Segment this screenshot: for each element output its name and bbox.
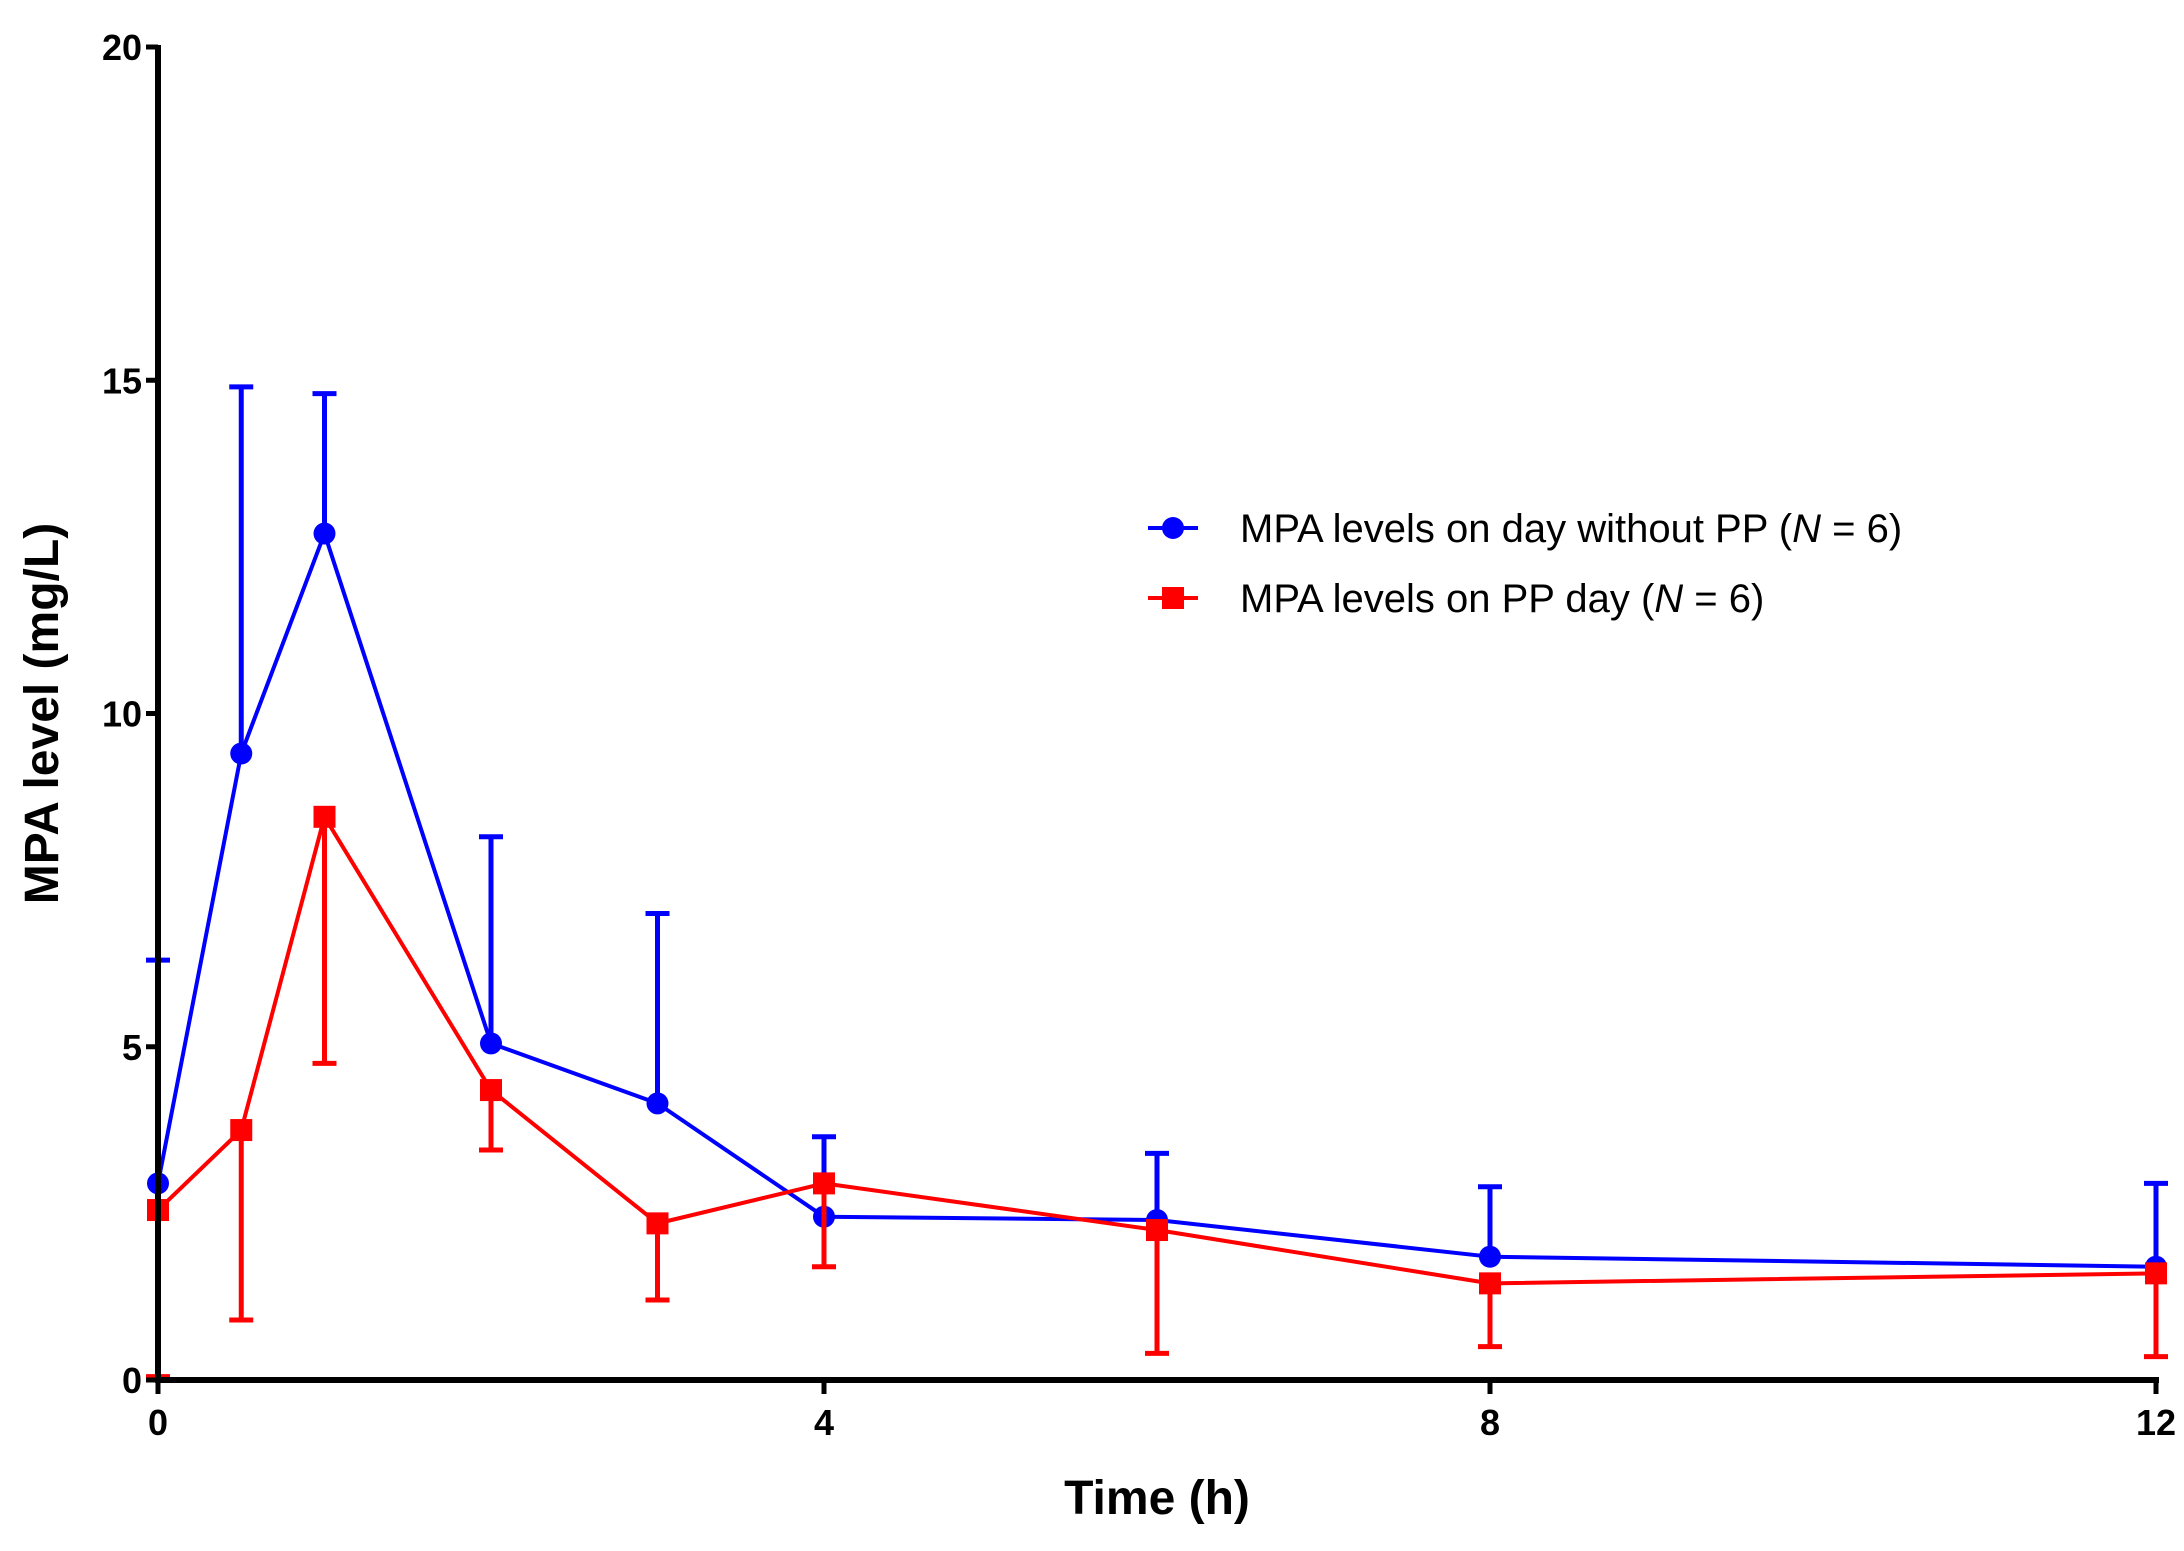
plot-marks	[146, 384, 2168, 1380]
legend-swatch-marker	[1162, 587, 1184, 609]
series-1	[146, 805, 2168, 1380]
data-point	[230, 1119, 253, 1142]
y-tick-label: 20	[102, 27, 142, 68]
y-tick-label: 15	[102, 360, 142, 401]
y-tick-label: 10	[102, 694, 142, 735]
data-point	[313, 522, 336, 545]
data-point	[646, 1092, 669, 1115]
data-point	[230, 742, 253, 765]
y-ticks: 0 5 10 15 20	[102, 27, 158, 1401]
data-point	[480, 1079, 502, 1102]
axes: 0 5 10 15 20 0 4 8 12 Time (h) MPA level (mg/L)	[16, 27, 2176, 1525]
data-point	[1479, 1272, 1501, 1295]
data-point	[1146, 1219, 1168, 1242]
y-tick-label: 5	[122, 1027, 142, 1068]
x-tick-label: 0	[148, 1402, 168, 1443]
y-tick-label: 0	[122, 1360, 142, 1401]
x-ticks: 0 4 8 12	[148, 1380, 2176, 1443]
x-axis-title: Time (h)	[1064, 1472, 1250, 1525]
x-tick-label: 12	[2136, 1402, 2176, 1443]
data-point	[480, 1032, 502, 1055]
legend-item-1: MPA levels on PP day (N = 6)	[1148, 577, 1764, 621]
data-point	[1479, 1245, 1501, 1268]
y-axis-title: MPA level (mg/L)	[16, 523, 69, 904]
x-tick-label: 4	[814, 1402, 834, 1443]
data-point	[646, 1212, 669, 1235]
legend-label: MPA levels on day without PP (N = 6)	[1240, 507, 1902, 551]
legend-swatch-marker	[1162, 517, 1184, 539]
data-point	[313, 805, 336, 828]
legend-item-0: MPA levels on day without PP (N = 6)	[1148, 507, 1902, 551]
data-point	[2145, 1262, 2167, 1285]
legend-label: MPA levels on PP day (N = 6)	[1240, 577, 1764, 621]
data-point	[813, 1172, 835, 1195]
x-tick-label: 8	[1480, 1402, 1500, 1443]
legend: MPA levels on day without PP (N = 6) MPA …	[1148, 507, 1902, 621]
